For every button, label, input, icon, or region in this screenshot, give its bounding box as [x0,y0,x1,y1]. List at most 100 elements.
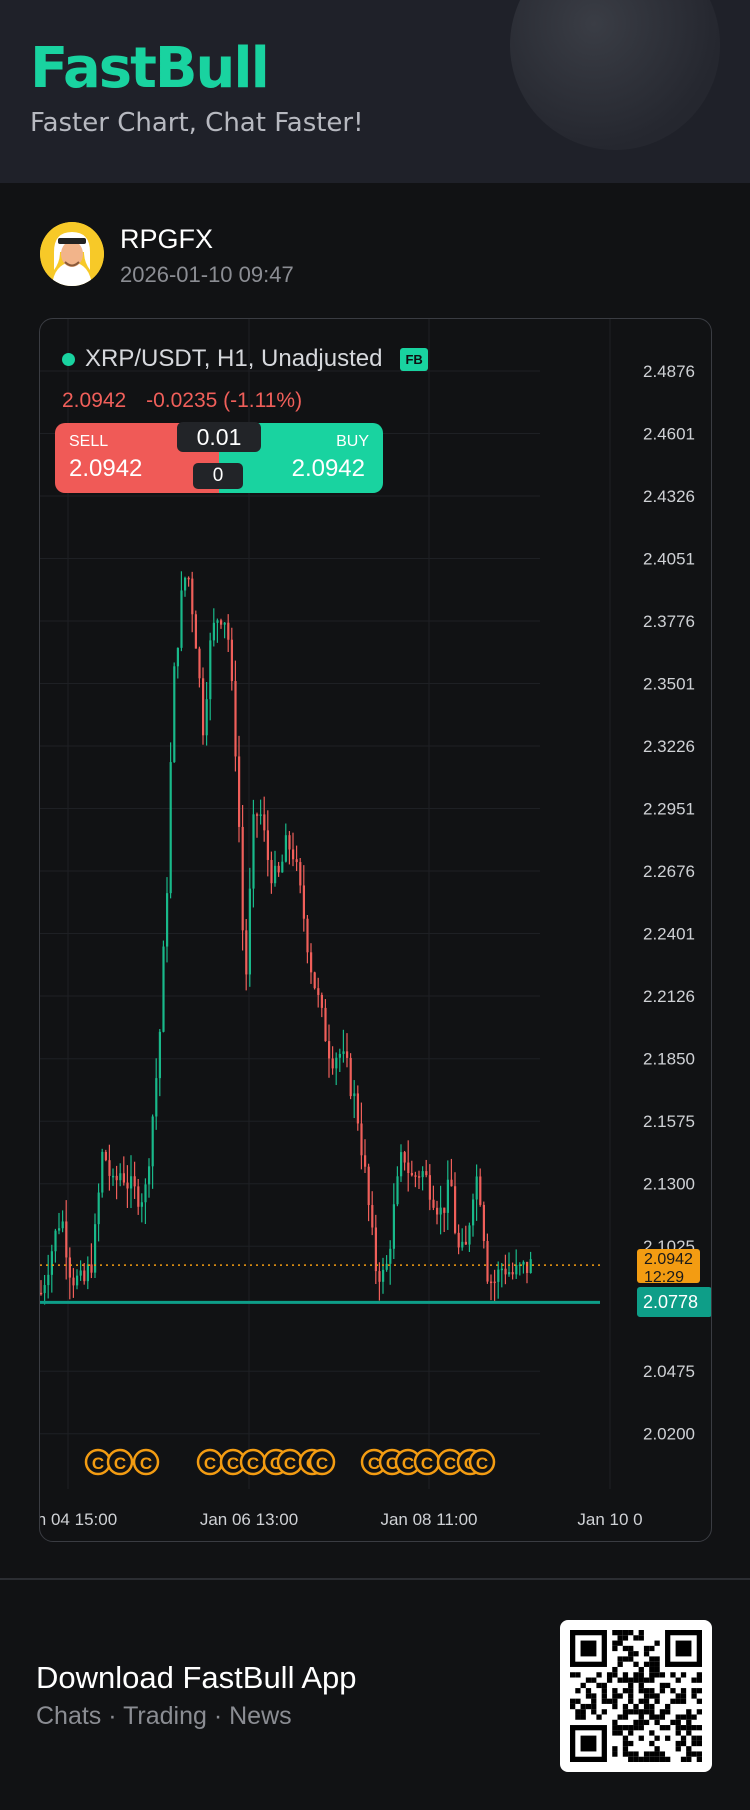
candle-body [421,1171,424,1178]
y-tick-label: 2.3501 [643,675,695,694]
candle-body [306,918,309,953]
candle-body [335,1057,338,1069]
candle-body [76,1275,79,1286]
post-username[interactable]: RPGFX [120,224,214,254]
candle-body [79,1270,82,1276]
candle-body [248,888,251,975]
candle-body [515,1265,518,1275]
candle-body [187,577,190,580]
candle-body [263,814,266,831]
y-tick-label: 2.3776 [643,612,695,631]
x-tick-label: Jan 06 13:00 [200,1510,298,1529]
candlestick-chart[interactable]: 2.4876 2.4601 2.4326 2.4051 2.3776 2.3501 2.32… [40,319,711,1541]
candle-body [122,1173,125,1183]
candle-body [86,1264,89,1282]
candle-body [317,988,320,995]
candle-body [140,1202,143,1207]
event-marker-label: C [476,1454,488,1473]
candle-body [346,1051,349,1058]
download-title[interactable]: Download FastBull App [36,1660,357,1695]
candle-body [61,1221,64,1229]
candle-body [493,1281,496,1284]
candle-body [133,1176,136,1187]
user-avatar[interactable] [40,222,104,286]
y-tick-label: 2.2126 [643,987,695,1006]
candle-body [108,1160,111,1176]
candle-body [281,861,284,873]
candle-body [342,1051,345,1054]
event-marker-label: C [386,1454,398,1473]
x-tick-label: Jan 04 15:00 [40,1510,117,1529]
candle-body [144,1184,147,1203]
candle-body [497,1269,500,1282]
spread-value: 0 [193,463,243,489]
event-marker-label: C [204,1454,216,1473]
candle-body [198,648,201,679]
candle-body [137,1186,140,1207]
candle-body [490,1281,493,1284]
download-subtitle: Chats · Trading · News [36,1702,292,1730]
candle-body [212,622,215,641]
candle-body [47,1274,50,1286]
candle-body [407,1162,410,1174]
candle-body [72,1277,75,1286]
candle-body [364,1155,367,1167]
candle-body [40,1292,43,1295]
sell-label: SELL [69,433,109,450]
candle-body [126,1182,129,1189]
qr-modules [570,1630,702,1762]
candle-body [482,1204,485,1242]
candle-body [313,972,316,989]
candle-body [349,1057,352,1097]
quantity-input[interactable]: 0.01 [177,422,261,452]
candle-body [414,1175,417,1177]
candle-body [162,946,165,1032]
event-marker-icon [468,1448,496,1476]
candle-body [500,1268,503,1271]
event-marker-label: C [368,1454,380,1473]
candle-body [166,893,169,947]
candle-body [299,862,302,886]
candle-body [526,1261,529,1273]
candle-body [256,814,259,816]
y-tick-label: 2.0200 [643,1425,695,1444]
event-marker-label: C [402,1454,414,1473]
candle-body [396,1176,399,1205]
event-marker-label: C [316,1454,328,1473]
candle-body [389,1248,392,1264]
candle-body [331,1058,334,1069]
candle-body [457,1232,460,1248]
candle-body [94,1224,97,1273]
price-change: -0.0235 (-1.11%) [146,389,303,412]
candle-body [504,1268,507,1275]
candle-body [223,622,226,625]
x-tick-label: Jan 10 0 [577,1510,642,1529]
candle-body [274,865,277,884]
event-marker-label: C [284,1454,296,1473]
candle-body [522,1261,525,1265]
y-tick-label: 2.2951 [643,800,695,819]
price-chart-card[interactable]: 2.4876 2.4601 2.4326 2.4051 2.3776 2.3501 2.32… [39,318,712,1542]
candle-body [392,1204,395,1249]
candle-body [112,1175,115,1178]
download-qr-code[interactable] [560,1620,712,1772]
current-price-tag: 2.0942 12:29 [637,1249,700,1283]
candle-body [220,620,223,625]
live-status-dot [62,352,75,366]
qr-code-icon [570,1630,702,1762]
candle-body [50,1251,53,1275]
horizontal-line-tag[interactable]: 2.0778 [637,1287,711,1317]
candle-body [259,814,262,816]
candle-body [479,1176,482,1205]
candle-body [508,1272,511,1275]
candle-body [371,1205,374,1228]
buy-price: 2.0942 [291,455,365,482]
candle-body [151,1116,154,1167]
candle-body [83,1270,86,1282]
y-tick-label: 2.1300 [643,1175,695,1194]
candle-body [43,1285,46,1294]
candle-body [374,1227,377,1272]
section-divider [0,1578,750,1580]
candle-body [443,1207,446,1213]
event-marker-label: C [421,1454,433,1473]
